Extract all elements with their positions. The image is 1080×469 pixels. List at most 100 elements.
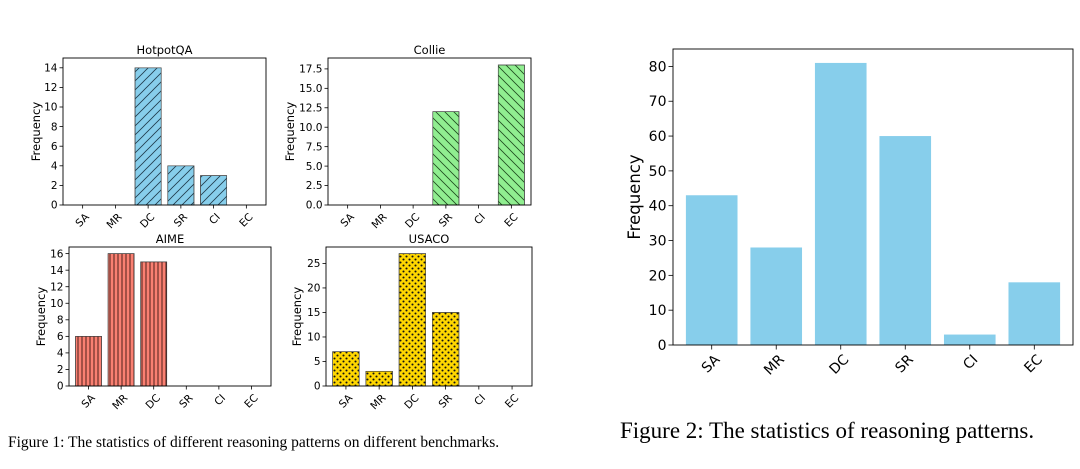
y-tick-label: 5 (314, 356, 321, 368)
bar-hatch-mr (107, 253, 135, 387)
bar-hatch-sr (432, 111, 460, 206)
y-tick-label: 8 (57, 314, 64, 326)
charts-layer: 0 2 4 6 8 10 12 14 SA MR DC SR CI EC HotpotQA Frequency… (29, 43, 1074, 412)
figure2-caption: Figure 2: The statistics of reasoning pa… (620, 418, 1035, 443)
chart-hotpotqa: 0 2 4 6 8 10 12 14 SA MR DC SR CI EC HotpotQA Frequency (29, 43, 267, 231)
x-tick-label: SR (437, 211, 455, 229)
x-tick-label: DC (403, 211, 422, 230)
bar-sa (685, 195, 738, 345)
x-tick-label: SA (699, 352, 724, 377)
y-tick-label: 60 (649, 129, 667, 145)
y-tick-label: 8 (51, 121, 58, 133)
bar-hatch-dc (398, 253, 426, 387)
bar-hatch-sr (167, 165, 195, 206)
x-tick-label: SR (892, 352, 917, 377)
chart-title: AIME (156, 232, 184, 246)
chart-title: HotpotQA (137, 43, 193, 57)
x-tick-label: MR (761, 352, 788, 379)
y-tick-label: 6 (51, 141, 58, 153)
chart-title: Collie (414, 43, 446, 57)
chart-usaco: 0 5 10 15 20 25 SA MR DC SR CI EC USACO Frequency (290, 232, 533, 412)
x-tick-label: DC (138, 211, 157, 230)
y-axis-label: Frequency (283, 102, 297, 162)
axes-frame (672, 48, 1074, 346)
bar-hatch-dc (134, 67, 162, 206)
y-tick-label: 14 (50, 265, 64, 277)
bar-dc (814, 62, 867, 345)
x-tick-label: SR (172, 211, 190, 229)
y-tick-label: 5.0 (306, 161, 323, 173)
y-tick-label: 2 (51, 180, 58, 192)
bar-ci (943, 334, 996, 345)
bar-hatch-sa (75, 336, 102, 387)
y-tick-label: 0 (57, 381, 64, 393)
axes-frame (62, 57, 267, 206)
y-tick-label: 2.5 (306, 180, 323, 192)
y-tick-label: 50 (649, 164, 667, 180)
figure1-caption: Figure 1: The statistics of different re… (8, 434, 500, 451)
y-tick-label: 0.0 (306, 200, 323, 212)
y-tick-label: 2 (57, 364, 64, 376)
y-tick-label: 16 (50, 248, 64, 260)
x-tick-label: MR (370, 211, 390, 231)
y-tick-label: 10.0 (299, 122, 322, 134)
x-tick-label: DC (144, 392, 163, 411)
y-tick-label: 7.5 (306, 141, 323, 153)
chart-title: USACO (409, 232, 450, 246)
bar-sr (879, 136, 932, 345)
x-tick-label: SA (338, 211, 357, 230)
x-tick-label: CI (960, 352, 981, 373)
y-tick-label: 12 (44, 82, 57, 94)
y-tick-label: 6 (57, 331, 64, 343)
x-tick-label: DC (827, 352, 853, 378)
x-tick-label: EC (503, 392, 521, 410)
x-tick-label: MR (368, 392, 388, 412)
y-tick-label: 30 (649, 233, 667, 249)
x-tick-label: SA (73, 211, 92, 230)
x-tick-label: EC (237, 211, 255, 229)
y-axis-label: Frequency (29, 102, 43, 162)
axes-frame (68, 246, 272, 387)
y-tick-label: 12.5 (299, 102, 322, 114)
x-tick-label: CI (472, 211, 488, 227)
chart-collie: 0.0 2.5 5.0 7.5 10.0 12.5 15.0 17.5 SA MR DC SR CI EC… (283, 43, 532, 231)
y-axis-label: Frequency (290, 287, 304, 347)
y-axis-label: Frequency (625, 154, 644, 239)
x-tick-label: EC (1021, 352, 1046, 377)
axes-frame (325, 246, 533, 387)
y-tick-label: 15 (307, 307, 320, 319)
bar-ec (1008, 282, 1061, 345)
y-tick-label: 40 (649, 199, 667, 215)
y-tick-label: 4 (51, 160, 58, 172)
x-tick-label: CI (472, 392, 488, 408)
bar-hatch-ci (200, 175, 228, 206)
bar-mr (750, 247, 803, 345)
y-tick-label: 0 (658, 338, 667, 354)
y-tick-label: 12 (50, 281, 63, 293)
x-tick-label: SA (337, 392, 356, 411)
x-tick-label: MR (105, 211, 125, 231)
bar-hatch-dc (140, 261, 168, 387)
x-tick-label: SR (177, 392, 195, 410)
y-tick-label: 17.5 (299, 64, 322, 76)
y-tick-label: 10 (44, 102, 57, 114)
y-tick-label: 25 (307, 258, 320, 270)
y-tick-label: 0 (314, 381, 321, 393)
y-tick-label: 10 (307, 332, 320, 344)
y-axis-label: Frequency (34, 287, 48, 347)
y-tick-label: 14 (44, 62, 58, 74)
x-tick-label: SR (436, 392, 454, 410)
bar-hatch-mr (365, 370, 393, 387)
chart-aime: 0 2 4 6 8 10 12 14 16 SA MR DC SR CI EC AIME Frequency (34, 232, 272, 412)
x-tick-label: MR (110, 392, 130, 412)
bar-hatch-ec (497, 64, 525, 206)
x-tick-label: CI (212, 392, 228, 408)
y-tick-label: 15.0 (299, 83, 322, 95)
x-tick-label: CI (207, 211, 223, 227)
x-tick-label: SA (79, 392, 98, 411)
y-tick-label: 0 (51, 200, 58, 212)
y-tick-label: 10 (649, 303, 667, 319)
y-tick-label: 70 (649, 94, 667, 110)
y-tick-label: 80 (649, 59, 667, 75)
